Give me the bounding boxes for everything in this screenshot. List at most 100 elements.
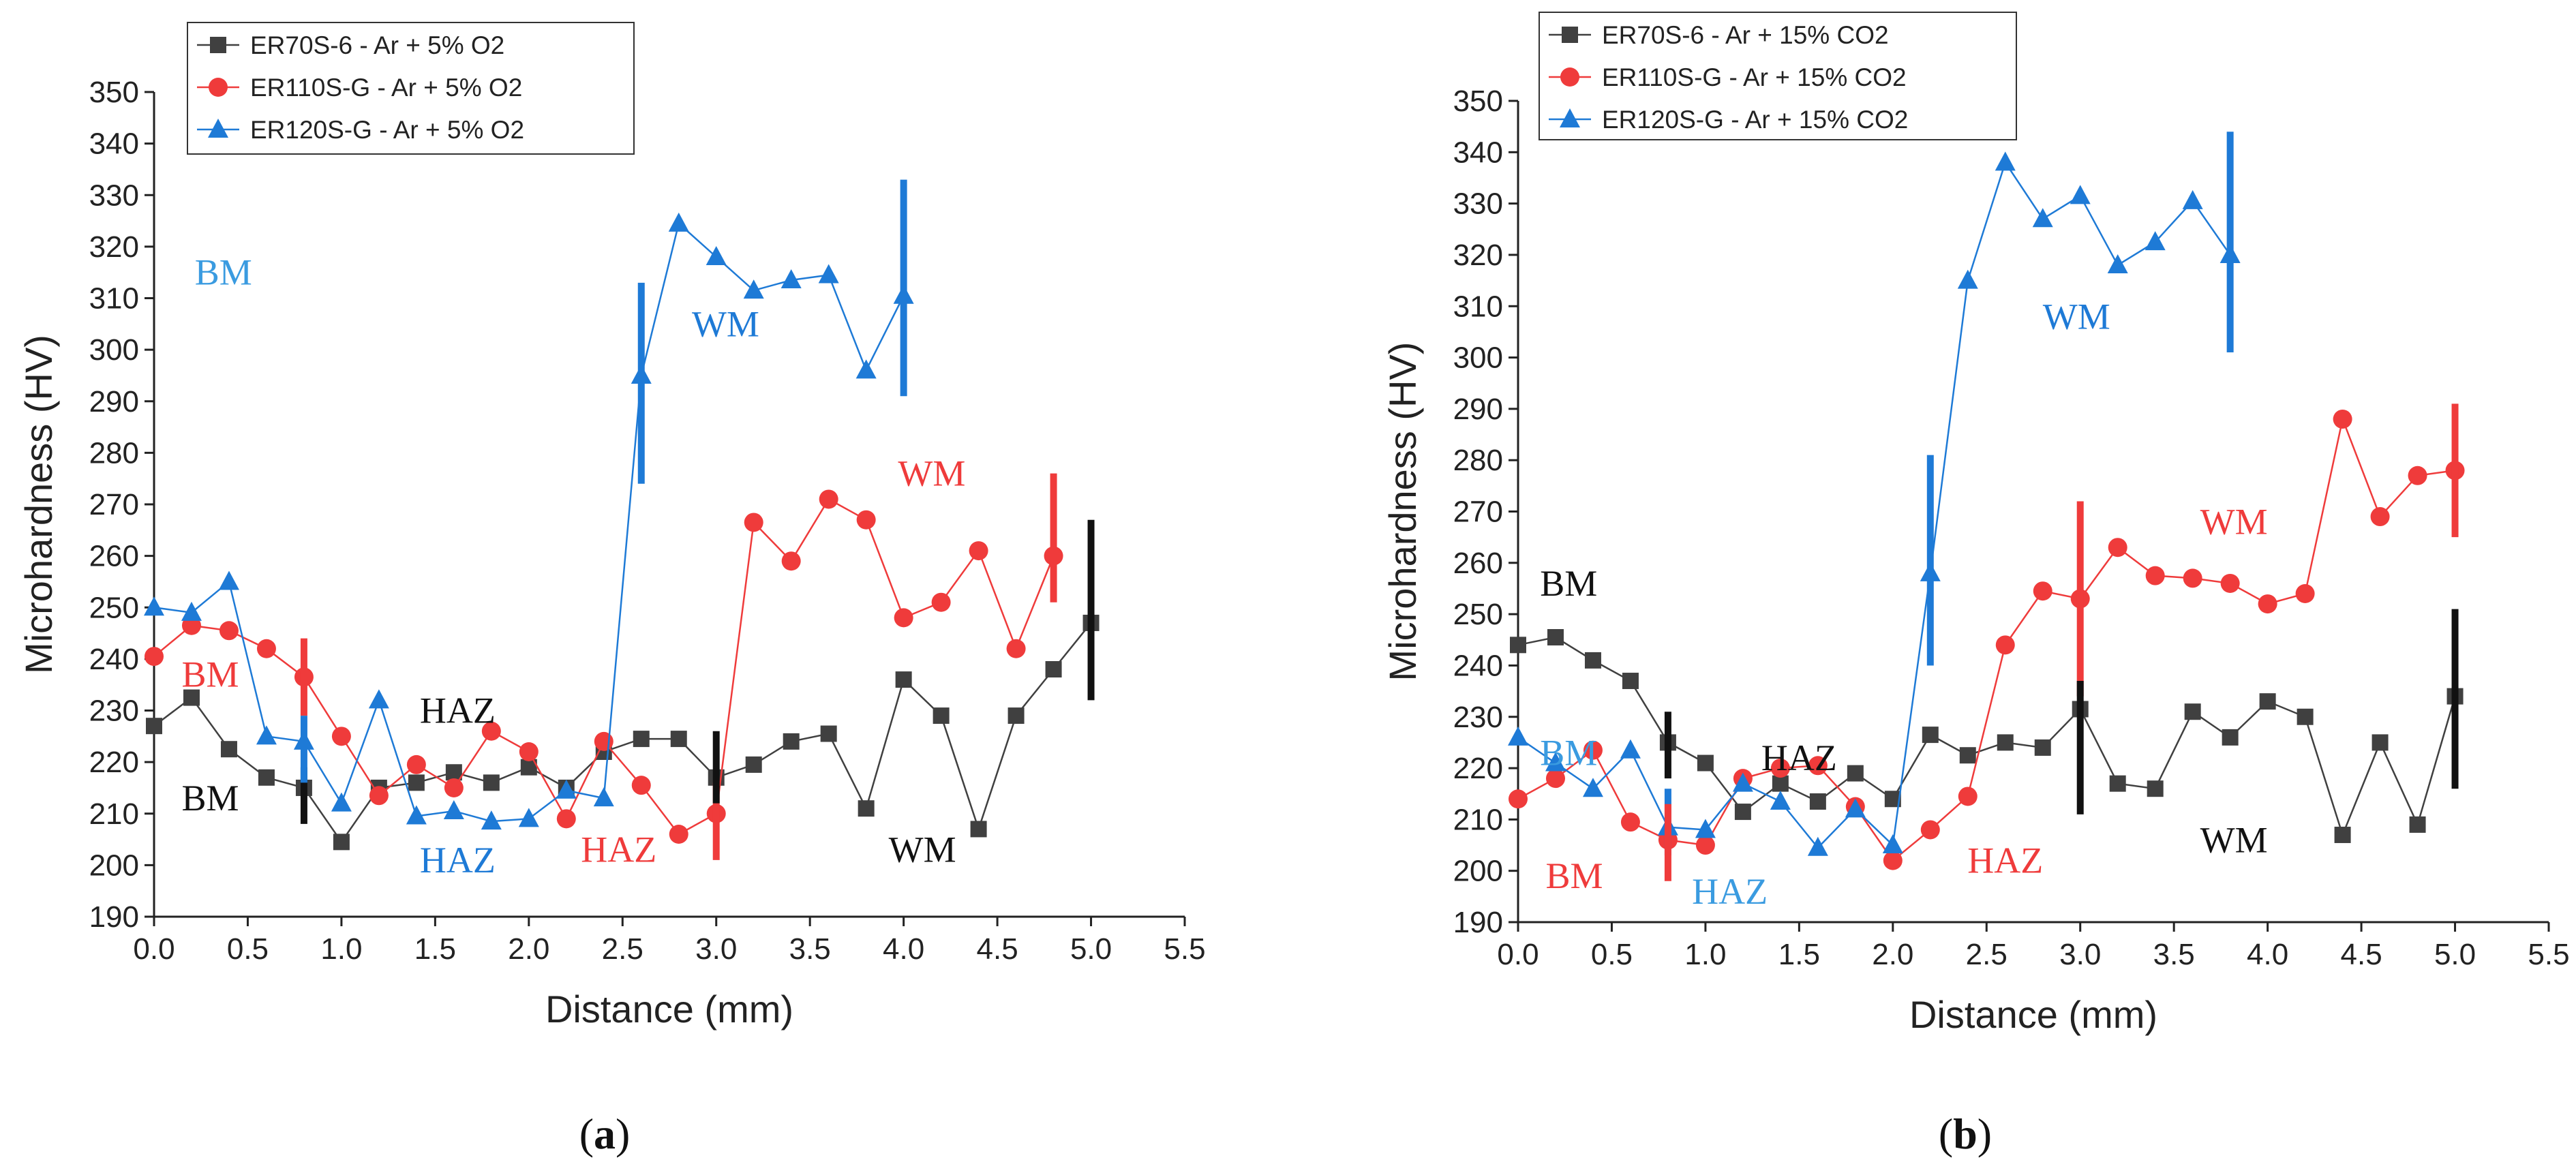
- data-point-circle: [2108, 538, 2127, 558]
- x-tick-label: 1.0: [1684, 938, 1726, 971]
- zone-label-wm: WM: [2200, 820, 2268, 861]
- data-point-square: [820, 725, 837, 742]
- y-tick-label: 280: [89, 436, 139, 470]
- series-square: [146, 614, 1100, 851]
- x-tick-label: 5.0: [1070, 932, 1112, 966]
- data-point-circle: [669, 825, 688, 844]
- series-line: [1517, 636, 2456, 838]
- data-point-square: [1697, 754, 1714, 772]
- zone-label-haz: HAZ: [1692, 871, 1768, 912]
- zone-label-bm: BM: [181, 654, 239, 695]
- data-point-triangle: [2145, 231, 2166, 251]
- data-point-circle: [444, 778, 464, 797]
- y-tick-label: 340: [89, 127, 139, 161]
- data-point-circle: [1808, 756, 1828, 776]
- data-point-triangle: [1620, 739, 1641, 759]
- x-tick-label: 3.5: [789, 932, 831, 966]
- data-point-square: [1562, 27, 1578, 43]
- y-axis-title: Microhardness (HV): [1381, 342, 1424, 682]
- data-point-triangle: [181, 601, 202, 621]
- series-circle: [1509, 409, 2465, 870]
- data-point-triangle: [518, 808, 539, 827]
- data-point-circle: [145, 647, 164, 667]
- y-tick-label: 320: [1453, 239, 1503, 272]
- zone-label-wm: WM: [889, 829, 956, 870]
- data-point-circle: [1006, 639, 1026, 658]
- y-tick-label: 250: [1453, 598, 1503, 631]
- y-tick-label: 290: [89, 385, 139, 418]
- data-point-square: [258, 769, 275, 786]
- data-point-square: [1959, 747, 1976, 764]
- data-point-square: [1045, 661, 1062, 677]
- data-point-circle: [631, 776, 651, 795]
- y-tick-label: 340: [1453, 136, 1503, 169]
- data-point-square: [1622, 673, 1639, 690]
- x-tick-label: 1.0: [320, 932, 362, 966]
- y-tick-label: 350: [1453, 85, 1503, 118]
- x-tick-label: 4.5: [977, 932, 1018, 966]
- legend-entry: ER120S-G - Ar + 5% O2: [250, 116, 524, 144]
- data-point-square: [2409, 816, 2426, 833]
- x-tick-label: 3.5: [2153, 938, 2195, 971]
- data-point-circle: [256, 639, 276, 658]
- legend-entry: ER110S-G - Ar + 5% O2: [250, 74, 522, 102]
- y-tick-label: 210: [1453, 803, 1503, 836]
- data-point-square: [483, 774, 500, 791]
- y-tick-label: 250: [89, 591, 139, 624]
- chart-panel-b: 190 200 210 220 230 240 250 260 270 280 290 300 310 3…: [1381, 12, 2570, 1158]
- x-tick-label: 3.0: [2059, 938, 2101, 971]
- data-point-circle: [2295, 584, 2315, 603]
- data-point-square: [2109, 775, 2126, 792]
- data-point-circle: [406, 754, 426, 774]
- data-point-circle: [1695, 836, 1715, 855]
- y-tick-label: 270: [1453, 495, 1503, 529]
- data-point-triangle: [593, 787, 614, 807]
- data-point-circle: [1920, 820, 1940, 840]
- data-point-triangle: [1770, 791, 1791, 810]
- caption-close: ): [1978, 1110, 1992, 1158]
- data-point-square: [2184, 703, 2201, 720]
- data-point-circle: [1583, 740, 1603, 760]
- data-point-triangle: [368, 689, 389, 709]
- data-point-square: [408, 774, 425, 791]
- y-tick-label: 290: [1453, 393, 1503, 426]
- data-point-triangle: [706, 246, 727, 265]
- x-tick-label: 4.0: [2247, 938, 2288, 971]
- data-point-circle: [1883, 851, 1903, 870]
- data-point-triangle: [1560, 108, 1580, 127]
- x-tick-label: 2.0: [1872, 938, 1913, 971]
- data-point-square: [1584, 652, 1601, 669]
- y-axis-title: Microhardness (HV): [17, 335, 60, 674]
- zone-label-wm: WM: [2200, 502, 2268, 543]
- data-point-triangle: [1582, 778, 1603, 797]
- y-tick-label: 190: [89, 900, 139, 934]
- data-point-triangle: [2182, 189, 2203, 209]
- x-tick-label: 5.5: [2528, 938, 2569, 971]
- data-point-circle: [894, 608, 913, 628]
- legend-box: [1539, 12, 2017, 140]
- x-tick-label: 5.0: [2434, 938, 2476, 971]
- zone-label-wm: WM: [692, 303, 759, 344]
- data-point-triangle: [144, 596, 164, 616]
- data-point-circle: [481, 721, 501, 741]
- panel-caption: (b): [1939, 1110, 1992, 1158]
- data-point-circle: [594, 731, 613, 751]
- zone-label-haz: HAZ: [1761, 737, 1837, 778]
- x-tick-label: 1.5: [1778, 938, 1820, 971]
- y-tick-label: 200: [89, 849, 139, 882]
- data-point-circle: [2408, 466, 2427, 485]
- y-tick-label: 210: [89, 797, 139, 831]
- series-triangle: [144, 212, 914, 830]
- zone-label-wm: WM: [898, 453, 965, 494]
- data-point-triangle: [1508, 726, 1528, 746]
- data-point-circle: [931, 592, 951, 612]
- legend: ER70S-6 - Ar + 15% CO2 ER110S-G - Ar + 15…: [1539, 12, 2017, 140]
- data-point-triangle: [256, 725, 277, 745]
- series-line: [153, 622, 1092, 844]
- zone-label-bm: BM: [195, 252, 252, 293]
- data-point-square: [2034, 739, 2051, 756]
- data-point-square: [633, 731, 650, 748]
- data-point-circle: [781, 551, 801, 571]
- data-point-circle: [2220, 573, 2240, 593]
